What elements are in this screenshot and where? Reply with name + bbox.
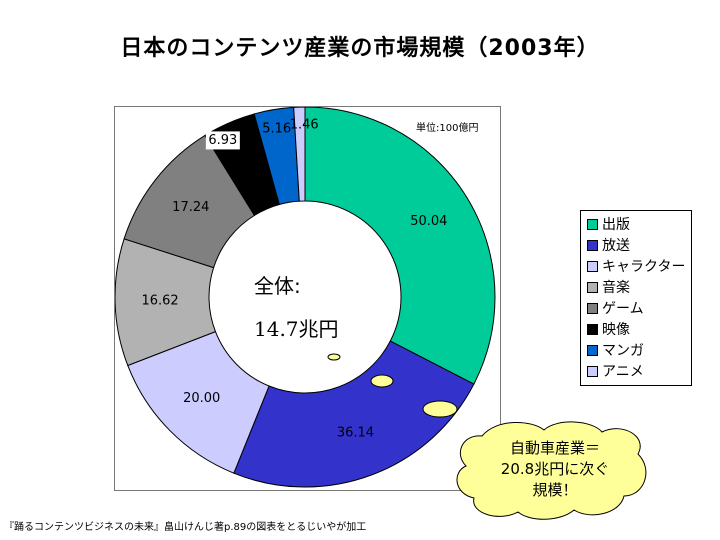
legend-label: マンガ xyxy=(602,343,644,359)
data-label-2: 36.14 xyxy=(337,425,374,440)
thought-bubble-dot xyxy=(422,400,458,418)
thought-bubble-callout xyxy=(456,421,647,520)
legend-label: キャラクター xyxy=(602,259,686,275)
legend-swatch xyxy=(587,365,598,377)
slice-8 xyxy=(293,107,306,202)
legend-item: マンガ xyxy=(587,340,644,360)
center-total-label: 全体: xyxy=(254,274,301,298)
legend-label: 出版 xyxy=(602,217,630,233)
callout-line: 規模！ xyxy=(532,481,578,499)
doughnut-chart: 50.04 36.14 20.00 16.62 17.24 6.93 5.161.46 xyxy=(115,107,496,488)
legend-swatch xyxy=(587,281,598,293)
data-label-background xyxy=(205,131,240,150)
legend-swatch xyxy=(587,260,598,272)
legend-item: 放送 xyxy=(587,235,630,255)
legend-swatch xyxy=(587,218,598,230)
legend-item: キャラクター xyxy=(587,256,685,276)
data-label-8: 1.46 xyxy=(290,118,319,133)
unit-note: 単位:100億円 xyxy=(416,123,479,134)
legend-label: 放送 xyxy=(602,238,630,254)
chart-title: 日本のコンテンツ産業の市場規模（2003年） xyxy=(120,36,600,61)
callout-text: 自動車産業＝ 20.8兆円に次ぐ 規模！ xyxy=(470,438,640,501)
data-label-6: 6.93 xyxy=(208,133,237,148)
callout-line: 20.8兆円に次ぐ xyxy=(500,460,610,478)
callout-cloud xyxy=(456,421,647,520)
legend-label: ゲーム xyxy=(602,301,644,317)
legend-item: 出版 xyxy=(587,214,630,234)
data-label-7: 5.16 xyxy=(262,122,291,137)
data-label-5: 17.24 xyxy=(172,200,209,215)
thought-bubble-dot xyxy=(370,374,394,388)
callout-line: 自動車産業＝ xyxy=(509,439,600,457)
legend-item: 映像 xyxy=(587,319,630,339)
data-label-1: 50.04 xyxy=(410,214,447,229)
legend-item: 音楽 xyxy=(587,277,630,297)
legend-item: ゲーム xyxy=(587,298,644,318)
legend-item: アニメ xyxy=(587,361,644,381)
plot-area: 50.04 36.14 20.00 16.62 17.24 6.93 5.16 1.46 単位… xyxy=(114,106,501,491)
legend-label: 映像 xyxy=(602,322,630,338)
legend-swatch xyxy=(587,323,598,335)
center-total-value: 14.7兆円 xyxy=(254,317,339,341)
legend-swatch xyxy=(587,302,598,314)
legend-label: 音楽 xyxy=(602,280,630,296)
slice-1 xyxy=(304,107,496,385)
data-label-4: 16.62 xyxy=(141,294,178,309)
data-label-3: 20.00 xyxy=(183,391,220,406)
legend-swatch xyxy=(587,344,598,356)
legend-swatch xyxy=(587,239,598,251)
legend-label: アニメ xyxy=(602,364,644,380)
source-note: 『踊るコンテンツビジネスの未来』畠山けんじ著p.89の図表をとるじいやが加工 xyxy=(4,522,367,533)
slice-2 xyxy=(233,340,475,488)
thought-bubble-dot xyxy=(327,353,341,361)
legend: 出版 放送 キャラクター 音楽 ゲーム 映像 マンガ アニメ xyxy=(580,210,692,386)
